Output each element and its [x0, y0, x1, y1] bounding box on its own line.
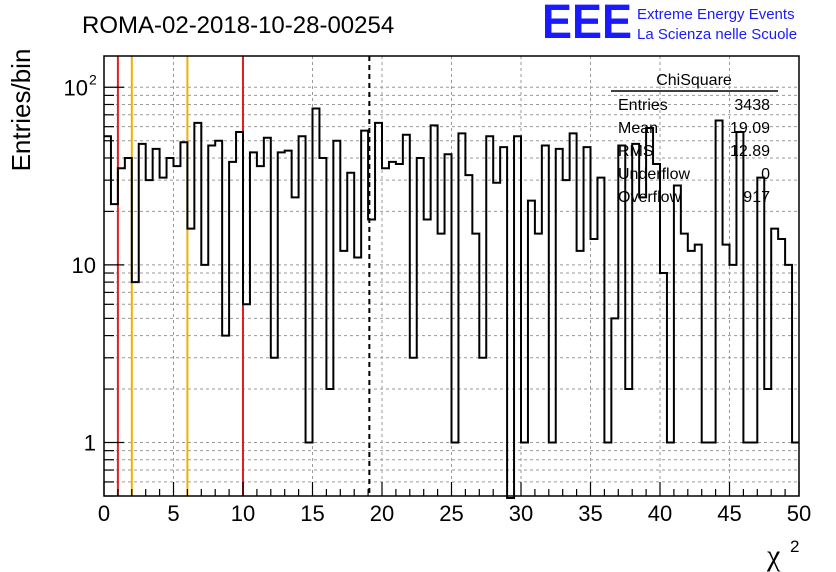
y-tick-label: 10 — [64, 75, 88, 100]
x-tick-label: 20 — [370, 501, 394, 526]
vertical-markers — [116, 56, 371, 496]
stats-value-overflow: 917 — [743, 189, 770, 206]
stats-label-mean: Mean — [618, 120, 658, 137]
eee-logo: EEE — [542, 0, 632, 49]
x-tick-label: 45 — [717, 501, 741, 526]
y-tick-label: 10 — [72, 253, 96, 278]
x-tick-label: 30 — [509, 501, 533, 526]
y-tick-label-exponent: 2 — [89, 71, 97, 87]
x-tick-label: 35 — [578, 501, 602, 526]
x-tick-label: 50 — [787, 501, 811, 526]
x-axis-label-symbol: χ — [766, 539, 781, 572]
x-axis-label: χ 2 — [766, 537, 799, 572]
stats-value-rms: 12.89 — [730, 143, 770, 160]
x-tick-labels: 0 5 10 15 20 25 30 35 40 45 50 — [98, 501, 811, 526]
x-axis-label-exponent: 2 — [790, 537, 799, 556]
stats-title: ChiSquare — [656, 72, 732, 89]
stats-label-underflow: Underflow — [618, 166, 690, 183]
y-tick-label: 1 — [84, 431, 96, 456]
stats-box: ChiSquare Entries 3438 Mean 19.09 RMS 12… — [611, 72, 778, 206]
stats-value-underflow: 0 — [761, 166, 770, 183]
run-title: ROMA-02-2018-10-28-00254 — [82, 12, 394, 39]
logo-line-1: Extreme Energy Events — [637, 6, 795, 23]
stats-label-overflow: Overflow — [618, 189, 682, 206]
stats-value-entries: 3438 — [734, 97, 770, 114]
axis-ticks — [103, 86, 800, 497]
x-tick-label: 15 — [300, 501, 324, 526]
stats-value-mean: 19.09 — [730, 120, 770, 137]
grid — [104, 56, 799, 496]
x-tick-label: 5 — [167, 501, 179, 526]
x-tick-label: 0 — [98, 501, 110, 526]
logo-line-2: La Scienza nelle Scuole — [637, 26, 797, 43]
x-tick-label: 40 — [648, 501, 672, 526]
x-tick-label: 10 — [231, 501, 255, 526]
stats-label-entries: Entries — [618, 97, 668, 114]
y-axis-label: Entries/bin — [6, 49, 36, 172]
x-tick-label: 25 — [439, 501, 463, 526]
stats-label-rms: RMS — [618, 143, 654, 160]
histogram-line — [104, 107, 799, 499]
